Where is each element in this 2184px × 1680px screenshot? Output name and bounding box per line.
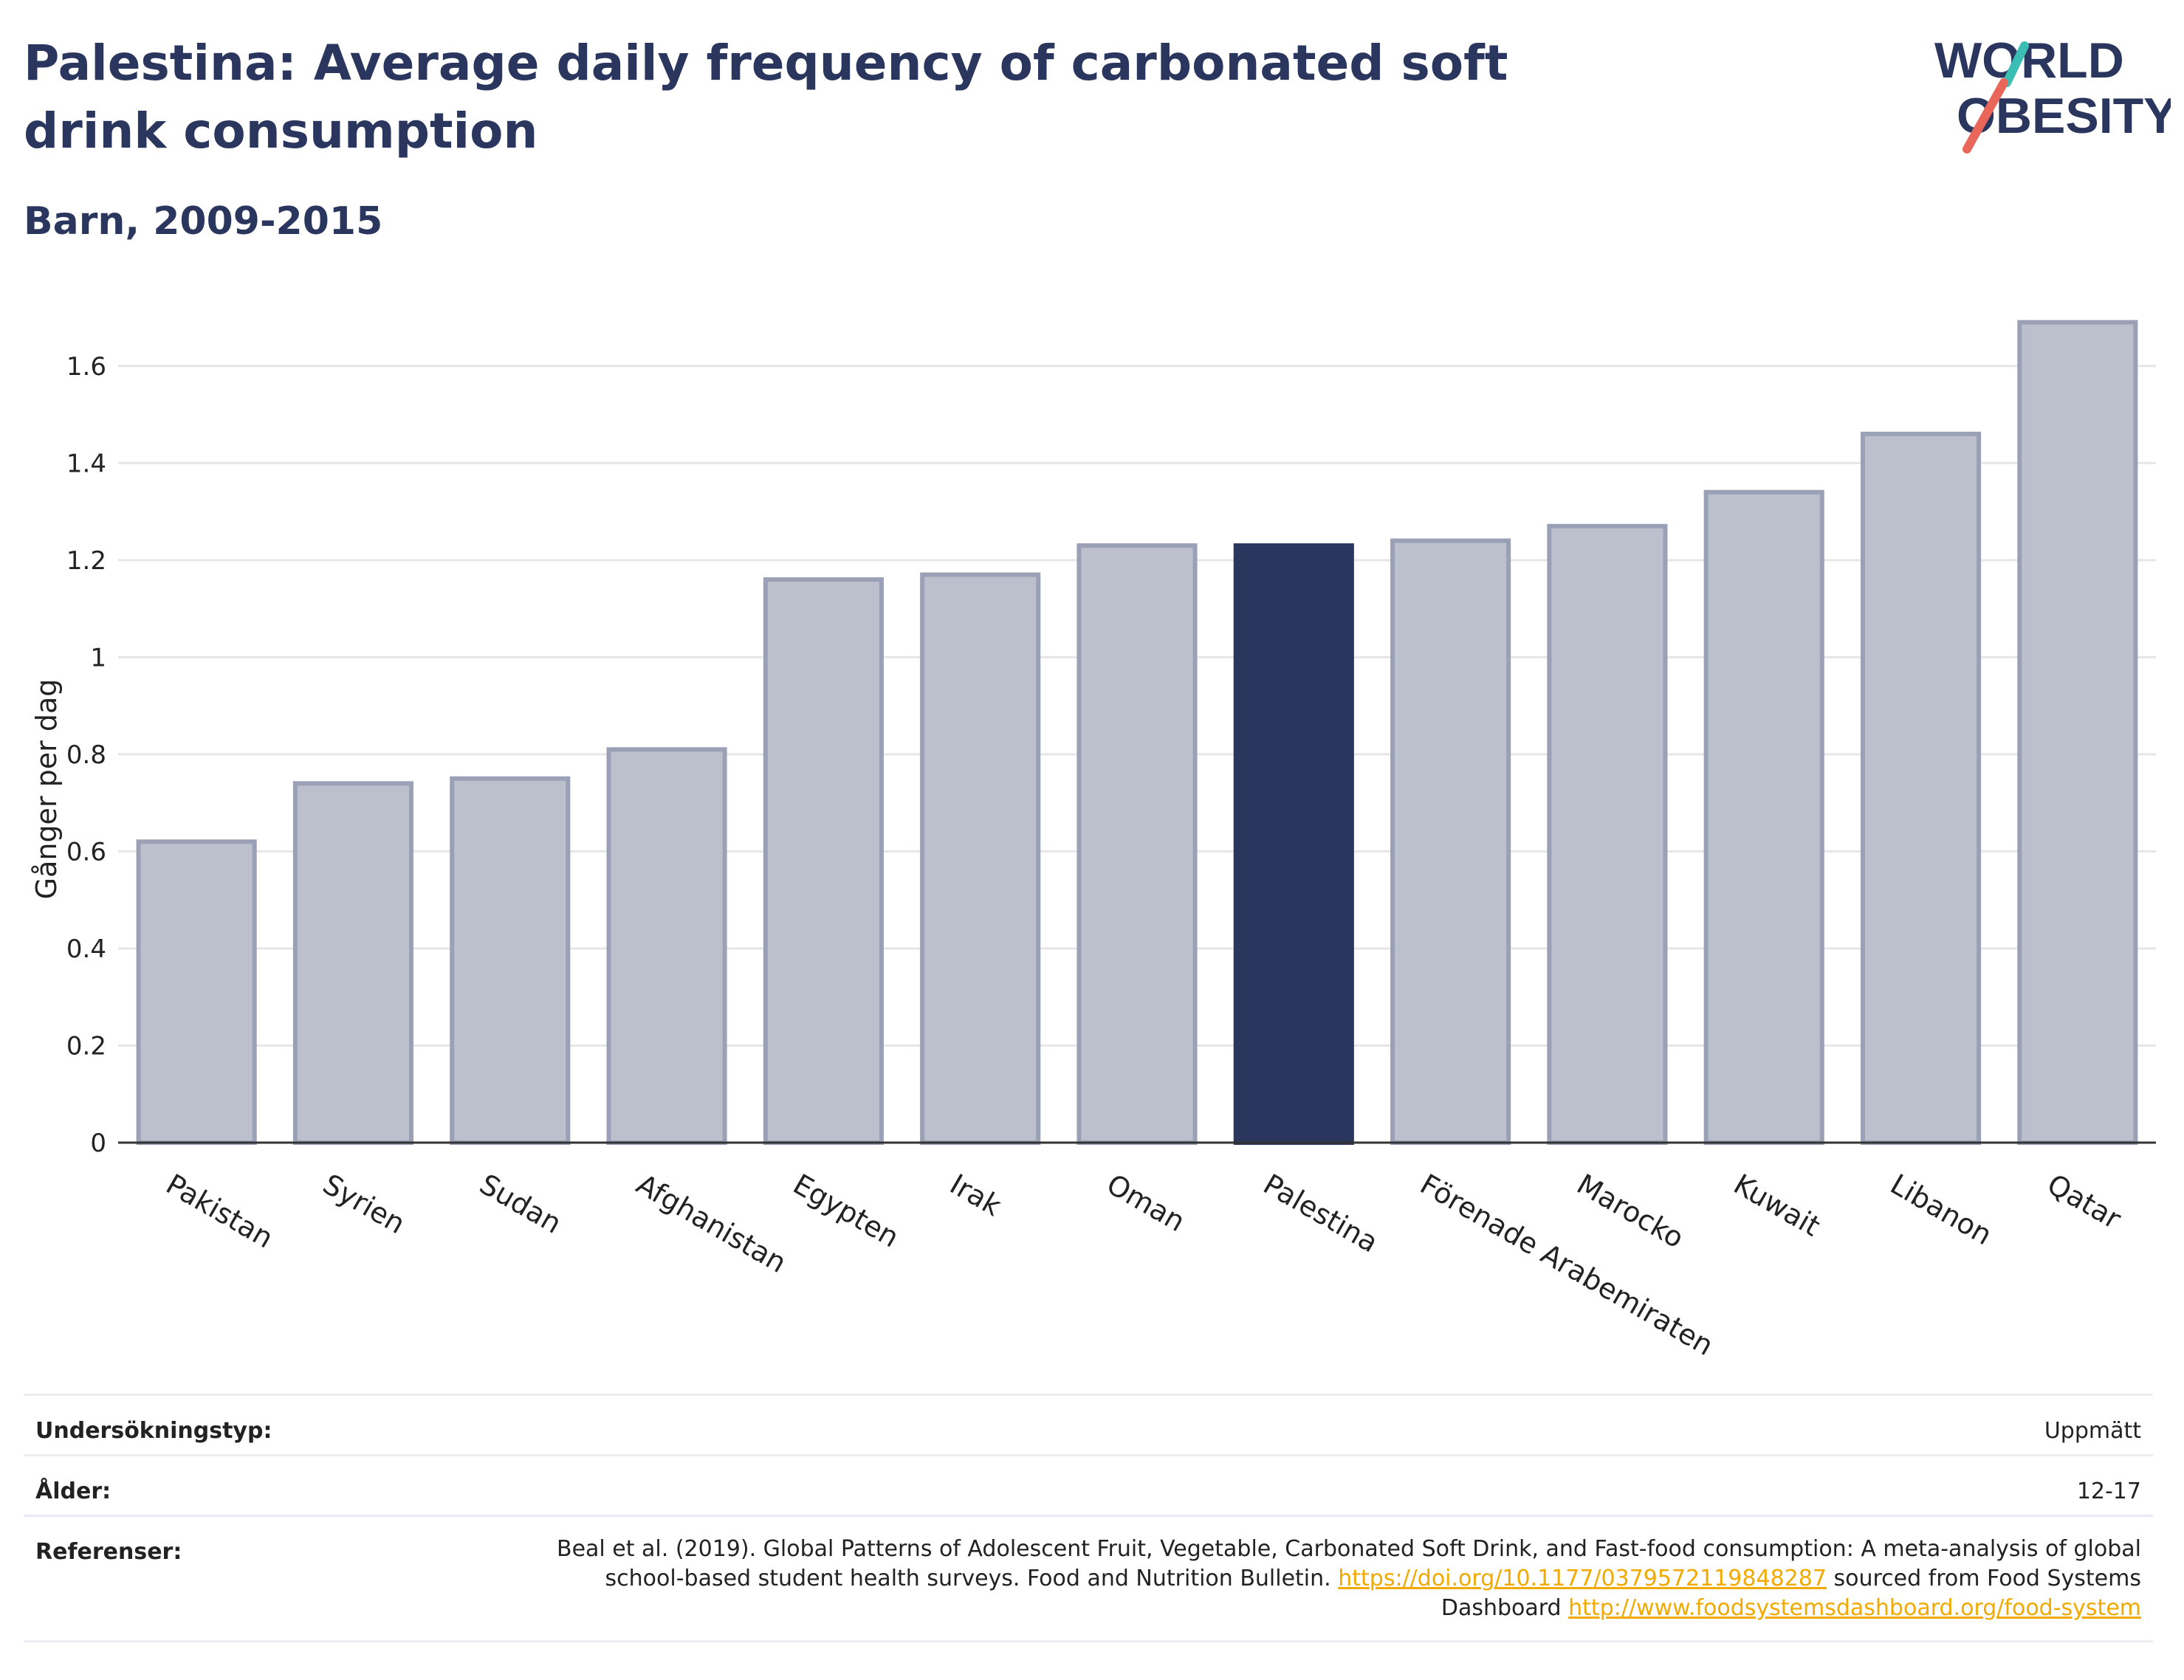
references-label: Referenser: bbox=[35, 1539, 182, 1565]
y-tick-label: 1 bbox=[90, 643, 106, 672]
bars bbox=[136, 320, 2138, 1146]
bar-afghanistan[interactable] bbox=[606, 747, 727, 1145]
bar-sudan[interactable] bbox=[450, 776, 571, 1145]
x-tick-label: Pakistan bbox=[161, 1168, 279, 1255]
x-tick-label: Syrien bbox=[317, 1168, 411, 1240]
bar-marocko[interactable] bbox=[1547, 523, 1668, 1145]
bar-oman[interactable] bbox=[1076, 543, 1198, 1145]
references-text: Beal et al. (2019). Global Patterns of A… bbox=[517, 1535, 2141, 1623]
food-systems-link[interactable]: http://www.foodsystemsdashboard.org/food… bbox=[1568, 1595, 2141, 1621]
bar-chart: 0 0.2 0.4 0.6 0.8 1 1.2 1.4 1.6 Pakistan Syrien Su… bbox=[30, 320, 2156, 1362]
x-tick-label: Palestina bbox=[1258, 1168, 1384, 1259]
logo-slash-teal bbox=[2002, 41, 2029, 87]
chart-title: Palestina: Average daily frequency of ca… bbox=[24, 35, 1508, 159]
logo-world-text: WORLD bbox=[1934, 32, 2124, 89]
logo-slash-coral bbox=[1962, 78, 2008, 154]
survey-type-value: Uppmätt bbox=[2044, 1418, 2141, 1444]
survey-type-row: Undersökningstyp: Uppmätt bbox=[24, 1394, 2153, 1456]
x-tick-label: Irak bbox=[944, 1168, 1006, 1222]
references-row: Referenser: Beal et al. (2019). Global P… bbox=[24, 1515, 2153, 1642]
survey-type-label: Undersökningstyp: bbox=[35, 1418, 272, 1444]
doi-link[interactable]: https://doi.org/10.1177/0379572119848287 bbox=[1338, 1566, 1827, 1591]
age-label: Ålder: bbox=[35, 1478, 111, 1504]
bar-kuwait[interactable] bbox=[1703, 489, 1824, 1145]
y-axis-title: Gånger per dag bbox=[30, 679, 63, 900]
reference-source-text: sourced from Food Systems Dashboard bbox=[1440, 1566, 2141, 1621]
reference-citation: Beal et al. (2019). Global Patterns of A… bbox=[556, 1536, 2141, 1591]
x-tick-label: Egypten bbox=[788, 1168, 904, 1254]
x-tick-label: Libanon bbox=[1885, 1168, 1997, 1251]
x-tick-label: Sudan bbox=[474, 1168, 567, 1240]
y-tick-label: 0.2 bbox=[66, 1031, 106, 1061]
world-obesity-logo: WORLD OBESITY bbox=[1934, 32, 2171, 154]
x-tick-label: Marocko bbox=[1571, 1168, 1689, 1255]
y-tick-label: 1.6 bbox=[66, 352, 106, 382]
age-value: 12-17 bbox=[2076, 1478, 2141, 1504]
bar-f-renade-arabemiraten[interactable] bbox=[1390, 538, 1511, 1145]
age-row: Ålder: 12-17 bbox=[24, 1454, 2153, 1517]
bar-libanon[interactable] bbox=[1860, 431, 1982, 1145]
y-tick-label: 1.4 bbox=[66, 449, 106, 478]
bar-palestina[interactable] bbox=[1233, 543, 1354, 1145]
y-tick-label: 0.4 bbox=[66, 934, 106, 964]
bar-qatar[interactable] bbox=[2017, 320, 2138, 1146]
bar-irak[interactable] bbox=[920, 572, 1041, 1145]
x-tick-label: Förenade Arabemiraten bbox=[1415, 1168, 1719, 1362]
x-tick-label: Afghanistan bbox=[631, 1168, 792, 1279]
bar-egypten[interactable] bbox=[763, 577, 884, 1145]
bar-syrien[interactable] bbox=[292, 781, 414, 1145]
y-tick-label: 0.8 bbox=[66, 740, 106, 770]
y-tick-labels: 0 0.2 0.4 0.6 0.8 1 1.2 1.4 1.6 bbox=[66, 352, 106, 1158]
y-tick-label: 0 bbox=[90, 1129, 106, 1158]
bar-pakistan[interactable] bbox=[136, 839, 257, 1145]
y-tick-label: 1.2 bbox=[66, 546, 106, 576]
chart-subtitle: Barn, 2009-2015 bbox=[24, 199, 383, 244]
table-bottom-border bbox=[24, 1640, 2153, 1642]
x-tick-label: Oman bbox=[1102, 1168, 1191, 1238]
y-tick-label: 0.6 bbox=[66, 837, 106, 867]
x-tick-label: Kuwait bbox=[1728, 1168, 1826, 1243]
x-tick-label: Qatar bbox=[2042, 1168, 2126, 1236]
